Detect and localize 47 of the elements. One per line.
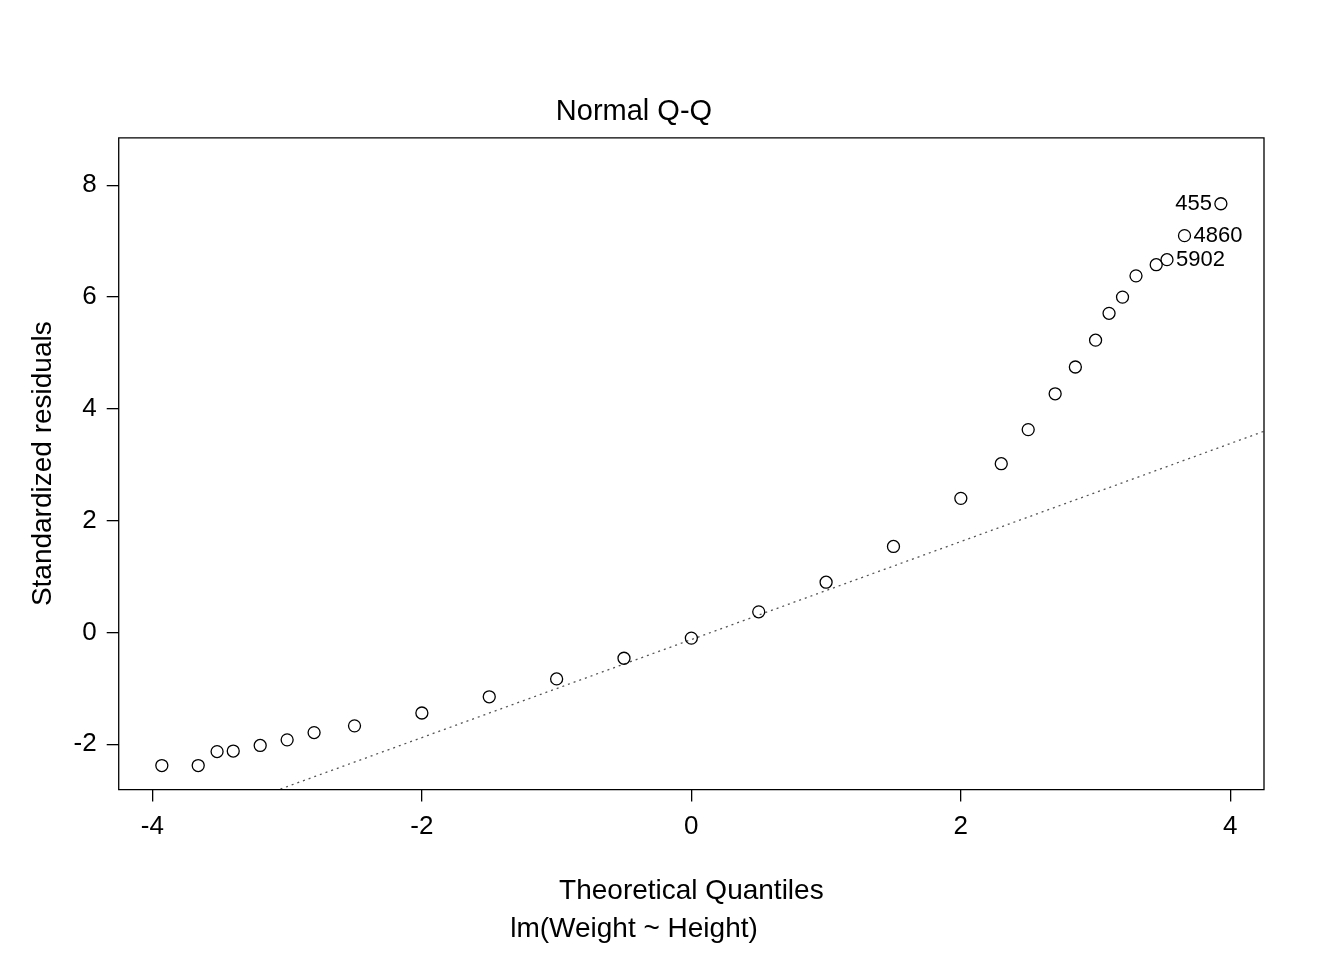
point: [886, 539, 901, 554]
point: [1149, 258, 1163, 272]
point: [1048, 387, 1062, 401]
point: [1214, 197, 1228, 211]
point: [307, 725, 321, 740]
x-tick-label: 4: [1223, 810, 1238, 841]
point: [1068, 360, 1083, 374]
x-axis-title: Theoretical Quantiles: [559, 874, 824, 906]
annotation: 455: [1175, 189, 1212, 215]
point: [549, 672, 564, 686]
annotation: 5902: [1175, 245, 1225, 271]
point: [1115, 290, 1130, 304]
x-tick-label: 2: [953, 810, 969, 841]
point: [482, 690, 496, 704]
point: [226, 744, 240, 758]
point: [280, 733, 294, 747]
x-tick-label: -2: [410, 810, 434, 841]
point: [415, 706, 429, 720]
point: [253, 738, 267, 753]
point: [994, 457, 1008, 471]
point: [819, 575, 833, 589]
y-axis-title: Standardized residuals: [25, 321, 57, 607]
point: [1021, 422, 1035, 437]
y-tick-label: 2: [82, 503, 97, 534]
y-tick-label: -2: [73, 727, 97, 758]
point: [210, 744, 224, 759]
point: [1160, 253, 1174, 267]
point: [617, 651, 631, 665]
chart-title: Normal Q-Q: [555, 94, 713, 127]
point: [347, 719, 362, 733]
annotation: 4860: [1193, 221, 1243, 247]
point: [684, 631, 699, 645]
x-tick-label: -4: [140, 810, 164, 841]
y-tick-label: 0: [82, 615, 97, 646]
point: [155, 758, 169, 773]
x-tick-label: 0: [684, 810, 699, 841]
text: lm(Weight ~ Height): [510, 911, 758, 943]
point: [1177, 228, 1192, 243]
point: [1102, 306, 1116, 320]
y-tick-label: 6: [82, 280, 97, 311]
point: [954, 491, 968, 506]
y-tick-label: 8: [82, 168, 97, 199]
point: [191, 758, 205, 773]
y-tick-label: 4: [82, 392, 97, 423]
point: [1129, 269, 1143, 283]
point: [1088, 333, 1103, 347]
point: [752, 605, 766, 619]
